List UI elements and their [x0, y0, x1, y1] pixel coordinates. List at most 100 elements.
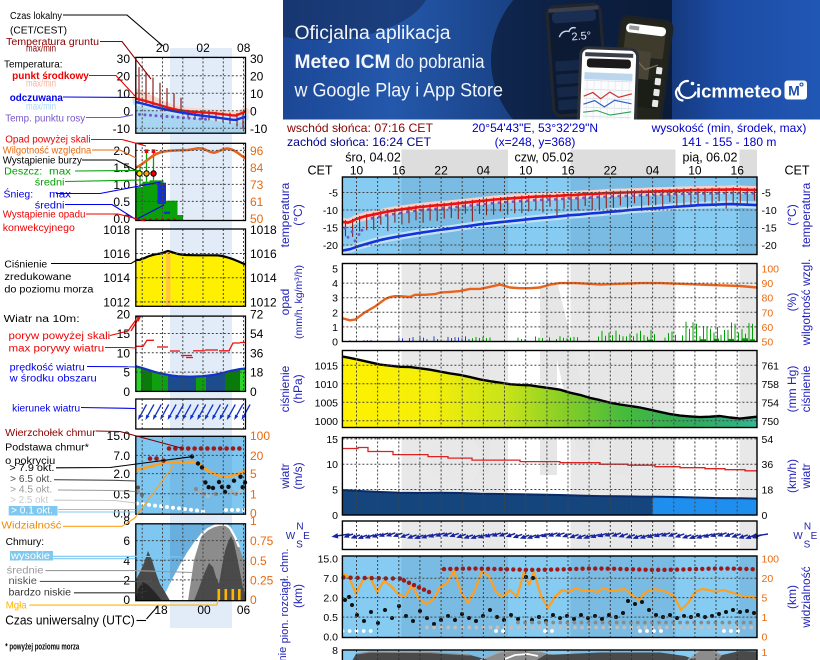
svg-text:(km): (km) [291, 584, 305, 608]
svg-text:1.5: 1.5 [113, 161, 130, 175]
svg-text:Mgła: Mgła [6, 600, 27, 611]
svg-text:W: W [793, 531, 803, 542]
svg-text:0: 0 [123, 385, 130, 399]
svg-text:0.75: 0.75 [250, 534, 274, 548]
svg-text:754: 754 [762, 397, 780, 409]
svg-text:(°C): (°C) [291, 204, 305, 225]
svg-text:0.5: 0.5 [323, 612, 338, 624]
svg-text:-5: -5 [762, 188, 771, 200]
svg-text:1: 1 [762, 612, 768, 624]
svg-text:00: 00 [197, 603, 211, 617]
svg-text:54: 54 [762, 434, 774, 446]
svg-text:15: 15 [326, 434, 338, 446]
svg-text:1018: 1018 [250, 223, 277, 237]
svg-text:16: 16 [731, 164, 745, 178]
svg-text:(km/h): (km/h) [785, 459, 799, 493]
svg-text:0.5: 0.5 [250, 554, 267, 568]
svg-text:kierunek wiatru: kierunek wiatru [12, 404, 80, 415]
svg-text:> 0.1 okt.: > 0.1 okt. [11, 506, 53, 517]
svg-text:Oficjalna aplikacja: Oficjalna aplikacja [295, 23, 451, 44]
svg-text:temperatura: temperatura [278, 182, 292, 247]
svg-text:04: 04 [477, 164, 491, 178]
svg-text:10: 10 [117, 346, 131, 360]
svg-text:w Google Play i App Store: w Google Play i App Store [294, 81, 503, 102]
svg-text:średni: średni [35, 201, 65, 212]
svg-text:06: 06 [237, 603, 251, 617]
svg-text:20: 20 [117, 69, 131, 83]
svg-text:-15: -15 [762, 223, 777, 235]
svg-text:16: 16 [561, 164, 575, 178]
svg-text:0: 0 [332, 337, 338, 349]
svg-text:wysokie: wysokie [10, 551, 51, 562]
svg-text:100: 100 [762, 264, 780, 276]
svg-text:-20: -20 [762, 240, 777, 252]
svg-text:22: 22 [434, 164, 448, 178]
svg-text:0: 0 [332, 510, 338, 522]
svg-text:zachód słońca: 16:24 CET: zachód słońca: 16:24 CET [287, 135, 432, 149]
svg-text:opad: opad [278, 289, 292, 316]
svg-text:0: 0 [762, 510, 768, 522]
svg-text:o pokryciu: o pokryciu [5, 456, 55, 467]
svg-text:5: 5 [123, 366, 130, 380]
svg-text:max/min: max/min [26, 102, 56, 113]
svg-text:02: 02 [196, 41, 210, 55]
svg-text:5: 5 [332, 264, 338, 276]
svg-text:śro, 04.02: śro, 04.02 [345, 151, 401, 165]
svg-text:0.0: 0.0 [113, 212, 130, 226]
svg-text:> 7.9 okt.: > 7.9 okt. [9, 463, 54, 474]
svg-text:wiatr: wiatr [278, 463, 292, 489]
svg-text:wschód słońca: 07:16 CET: wschód słońca: 07:16 CET [286, 121, 434, 135]
svg-text:8: 8 [332, 645, 338, 657]
svg-text:prędkość wiatru: prędkość wiatru [10, 363, 85, 374]
svg-text:wysokość (min, środek, max): wysokość (min, środek, max) [651, 121, 807, 135]
svg-text:-10: -10 [113, 122, 131, 136]
svg-text:Podstawa chmur*: Podstawa chmur* [5, 443, 89, 454]
svg-text:zachmurzenie: zachmurzenie [277, 647, 289, 660]
svg-text:ciśnienie: ciśnienie [799, 365, 813, 412]
svg-text:10: 10 [350, 164, 364, 178]
svg-text:(mm/h, kg/m³/h): (mm/h, kg/m³/h) [293, 265, 305, 339]
svg-text:(CET/CEST): (CET/CEST) [10, 26, 67, 37]
svg-text:Ciśnienie: Ciśnienie [4, 260, 47, 271]
svg-text:-20: -20 [323, 240, 338, 252]
svg-text:pion. rozciągł. chm.: pion. rozciągł. chm. [279, 549, 291, 644]
svg-text:18: 18 [762, 485, 774, 497]
svg-text:-5: -5 [329, 188, 338, 200]
svg-text:10: 10 [250, 87, 264, 101]
svg-text:7.0: 7.0 [113, 449, 130, 463]
svg-text:w środku obszaru: w środku obszaru [9, 374, 97, 385]
svg-text:(km): (km) [785, 585, 799, 609]
svg-text:20°54'43"E, 53°32'29"N: 20°54'43"E, 53°32'29"N [472, 121, 598, 135]
svg-text:N: N [804, 522, 811, 533]
svg-text:punkt środkowy: punkt środkowy [12, 71, 89, 82]
svg-text:1012: 1012 [250, 295, 277, 309]
svg-text:5: 5 [762, 593, 768, 605]
svg-text:> 6.5 okt.: > 6.5 okt. [10, 474, 52, 485]
svg-text:Temperatura:: Temperatura: [4, 60, 63, 71]
svg-text:(hPa): (hPa) [291, 374, 305, 403]
svg-text:5: 5 [250, 467, 257, 481]
svg-text:max/min: max/min [26, 44, 56, 55]
svg-text:1016: 1016 [103, 247, 130, 261]
svg-text:wiatr: wiatr [799, 463, 813, 489]
svg-text:60: 60 [762, 322, 774, 334]
svg-text:M: M [788, 83, 800, 99]
svg-text:96: 96 [250, 144, 264, 158]
svg-text:Deszcz:: Deszcz: [4, 167, 42, 178]
svg-text:22: 22 [604, 164, 618, 178]
svg-text:0: 0 [762, 631, 768, 643]
svg-text:6: 6 [123, 534, 130, 548]
svg-text:30: 30 [117, 52, 131, 66]
svg-text:Temp. punktu rosy: Temp. punktu rosy [5, 114, 85, 125]
svg-text:* powyżej poziomu morza: * powyżej poziomu morza [5, 642, 79, 653]
svg-text:20: 20 [117, 308, 131, 322]
svg-text:> 4.5 okt.: > 4.5 okt. [10, 484, 52, 495]
svg-text:80: 80 [762, 293, 774, 305]
svg-text:1014: 1014 [103, 271, 130, 285]
svg-text:Widzialność: Widzialność [1, 520, 61, 531]
svg-text:750: 750 [762, 416, 780, 428]
svg-text:15: 15 [117, 327, 131, 341]
svg-text:1: 1 [250, 514, 257, 528]
svg-text:odczuwana: odczuwana [10, 93, 63, 104]
svg-text:0.5: 0.5 [113, 195, 130, 209]
